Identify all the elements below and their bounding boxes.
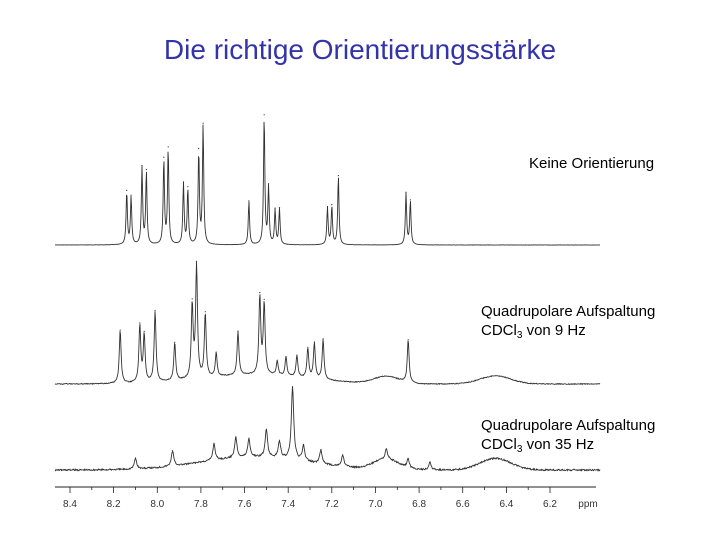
spectrum-2-peak-18 (322, 338, 324, 340)
spectrum-2-trace (54, 261, 601, 386)
spectrum-1-peak-13 (267, 183, 270, 185)
spectrum-1-peak-16 (326, 205, 329, 208)
label-9hz-suffix: von 9 Hz (522, 322, 586, 339)
spectrum-3-peak-8 (291, 386, 294, 388)
spectrum-2-peak-8 (204, 311, 206, 313)
spectrum-2-peak-9 (215, 351, 217, 353)
label-quadrupolar-35hz-line2: CDCl3 von 35 Hz (481, 435, 655, 455)
x-axis-unit-label: ppm (578, 499, 597, 510)
x-tick-label: 6.2 (543, 499, 557, 510)
label-35hz-prefix: CDCl (481, 436, 517, 453)
spectrum-2-peak-5 (174, 341, 176, 343)
spectrum-1-peak-2 (130, 194, 132, 196)
spectrum-2-peak-3 (143, 330, 145, 332)
spectrum-1-peak-14 (274, 207, 276, 209)
spectrum-1-peak-5 (163, 156, 165, 158)
spectrum-1-peak-9 (198, 147, 200, 150)
x-tick-label: 7.8 (194, 499, 208, 510)
x-tick-label: 6.8 (412, 499, 426, 510)
x-axis: 8.4 8.2 8.0 7.8 7.6 7.4 7.2 7.0 6.8 6.6 6.4 6.2 ppm (55, 486, 598, 510)
spectrum-3-peak-4 (235, 436, 237, 438)
x-tick-label: 8.0 (150, 499, 164, 510)
x-tick-label: 8.4 (63, 499, 77, 510)
spectrum-2-peak-16 (307, 346, 309, 348)
spectrum-2-peak-15 (296, 354, 298, 356)
spectrum-1-peak-20 (409, 199, 411, 201)
spectrum-1-peak-15 (278, 207, 281, 209)
spectrum-3-trace (54, 386, 601, 473)
x-tick-label: 7.6 (238, 499, 252, 510)
spectrum-1-series (54, 114, 601, 246)
spectrum-3-peak-14 (429, 461, 431, 463)
spectrum-1-peak-4 (145, 168, 147, 171)
spectrum-2-peak-14 (285, 355, 287, 358)
spectrum-2-series (54, 260, 601, 386)
spectrum-3-peak-13 (407, 457, 409, 459)
spectrum-2-peak-19 (407, 339, 409, 341)
spectrum-2-peak-6 (191, 298, 193, 300)
spectrum-2-peak-12 (263, 298, 265, 300)
label-quadrupolar-9hz: Quadrupolare Aufspaltung CDCl3 von 9 Hz (481, 302, 656, 341)
spectrum-1-peak-7 (182, 181, 185, 183)
spectrum-1-peak-19 (405, 191, 407, 193)
spectrum-2-peak-10 (237, 330, 239, 332)
spectrum-3-peak-12 (385, 448, 387, 450)
x-tick-label: 7.2 (325, 499, 339, 510)
spectrum-1-peak-3 (141, 165, 143, 167)
slide-title: Die richtige Orientierungsstärke (163, 34, 557, 65)
x-tick-label: 6.4 (499, 499, 513, 510)
spectrum-1-peak-6 (167, 146, 169, 148)
x-tick-label: 8.2 (107, 499, 121, 510)
label-quadrupolar-35hz: Quadrupolare Aufspaltung CDCl3 von 35 Hz (481, 416, 656, 455)
spectrum-1-peak-11 (248, 200, 250, 202)
spectrum-1-peak-8 (187, 186, 189, 188)
spectrum-2-peak-13 (276, 359, 278, 361)
spectrum-2-peak-7 (195, 260, 198, 262)
spectrum-1-peak-1 (126, 189, 128, 191)
spectrum-3-peak-1 (134, 457, 137, 459)
spectrum-3-series (54, 386, 601, 473)
spectrum-2-peak-2 (139, 322, 141, 324)
label-quadrupolar-9hz-line1: Quadrupolare Aufspaltung (481, 303, 656, 320)
spectrum-3-peak-3 (213, 442, 215, 444)
spectrum-1-peak-18 (337, 175, 339, 177)
spectrum-2-peak-17 (313, 341, 315, 343)
label-9hz-prefix: CDCl (481, 322, 517, 339)
label-quadrupolar-35hz-line1: Quadrupolare Aufspaltung (481, 417, 656, 434)
spectrum-3-peak-9 (302, 444, 305, 446)
label-quadrupolar-9hz-line2: CDCl3 von 9 Hz (481, 321, 655, 341)
spectrum-2-peak-11 (259, 292, 261, 294)
label-no-orientation-text: Keine Orientierung (529, 155, 655, 172)
label-no-orientation: Keine Orientierung (529, 154, 654, 173)
spectrum-3-peak-7 (278, 439, 281, 441)
spectrum-2-peak-4 (154, 309, 156, 312)
x-tick-label: 6.6 (456, 499, 470, 510)
spectrum-3-peak-11 (342, 454, 344, 456)
spectrum-1-peak-12 (263, 114, 265, 116)
label-35hz-subscript: 3 (516, 444, 523, 455)
spectrum-1-peak-10 (202, 122, 204, 124)
x-tick-label: 7.4 (281, 499, 295, 510)
label-9hz-subscript: 3 (516, 330, 523, 341)
spectrum-3-peak-6 (265, 428, 267, 430)
label-35hz-suffix: von 35 Hz (522, 436, 595, 453)
spectrum-3-peak-2 (171, 450, 174, 452)
spectrum-3-peak-5 (248, 437, 250, 439)
spectrum-1-peak-17 (331, 204, 333, 206)
x-tick-label: 7.0 (369, 499, 383, 510)
spectrum-3-peak-10 (320, 449, 322, 451)
spectrum-1-trace (54, 121, 601, 246)
spectrum-2-peak-1 (119, 329, 121, 331)
